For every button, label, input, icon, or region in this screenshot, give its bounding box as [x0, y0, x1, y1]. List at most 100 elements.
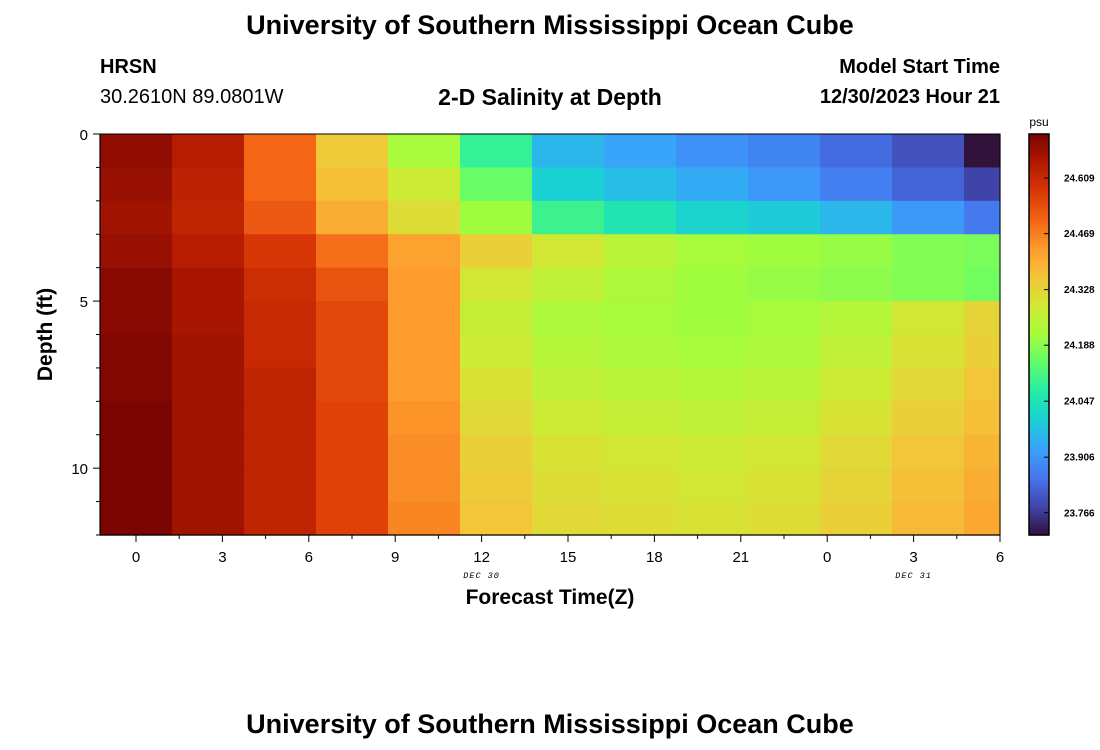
heatmap-cell — [604, 367, 677, 402]
heatmap-cell — [748, 234, 821, 269]
colorbar-segment — [1029, 160, 1049, 165]
colorbar-segment — [1029, 424, 1049, 429]
colorbar-segment — [1029, 260, 1049, 265]
colorbar-segment — [1029, 397, 1049, 402]
colorbar-tick-label: 24.469 — [1064, 229, 1095, 240]
heatmap-cell — [244, 200, 317, 235]
heatmap-cell — [172, 401, 245, 436]
heatmap-cell — [820, 134, 893, 169]
heatmap-cell — [172, 167, 245, 202]
heatmap-cell — [964, 200, 1001, 235]
heatmap-cell — [676, 200, 749, 235]
heatmap-cell — [388, 301, 461, 336]
colorbar-segment — [1029, 351, 1049, 356]
heatmap-cell — [460, 267, 533, 302]
colorbar-segment — [1029, 157, 1049, 162]
colorbar-segment — [1029, 267, 1049, 272]
colorbar-segment — [1029, 210, 1049, 215]
heatmap-cell — [964, 334, 1001, 369]
heatmap-cell — [244, 334, 317, 369]
x-tick-label: 9 — [391, 549, 399, 566]
y-tick-label: 0 — [80, 127, 88, 144]
heatmap-cell — [172, 434, 245, 469]
colorbar-segment — [1029, 301, 1049, 306]
heatmap-cell — [676, 367, 749, 402]
colorbar-segment — [1029, 481, 1049, 486]
colorbar-tick-label: 24.328 — [1064, 285, 1095, 296]
heatmap-cell — [892, 200, 965, 235]
heatmap-cell — [532, 301, 605, 336]
heatmap-cell — [172, 367, 245, 402]
colorbar-segment — [1029, 361, 1049, 366]
heatmap-cell — [964, 267, 1001, 302]
colorbar-segment — [1029, 240, 1049, 245]
heatmap-cell — [820, 334, 893, 369]
colorbar-segment — [1029, 384, 1049, 389]
heatmap-cell — [964, 501, 1001, 536]
colorbar-segment — [1029, 414, 1049, 419]
colorbar-segment — [1029, 250, 1049, 255]
colorbar-segment — [1029, 291, 1049, 295]
heatmap-cells — [100, 134, 1001, 536]
heatmap-cell — [964, 234, 1001, 269]
heatmap-cell — [964, 468, 1001, 503]
heatmap-cell — [460, 200, 533, 235]
heatmap-cell — [676, 334, 749, 369]
heatmap-cell — [892, 167, 965, 202]
x-tick-label: 18 — [646, 549, 663, 566]
y-tick-label: 10 — [71, 461, 88, 478]
date-label: DEC 30 — [463, 571, 500, 581]
colorbar-segment — [1029, 190, 1049, 195]
heatmap-cell — [244, 267, 317, 302]
colorbar-segment — [1029, 408, 1049, 412]
x-axis-title: Forecast Time(Z) — [466, 586, 635, 609]
x-tick-label: 3 — [218, 549, 226, 566]
heatmap-cell — [316, 401, 389, 436]
colorbar-segment — [1029, 518, 1049, 523]
x-tick-label: 6 — [305, 549, 313, 566]
colorbar-segment — [1029, 277, 1049, 282]
x-tick-label: 0 — [823, 549, 831, 566]
heatmap-cell — [532, 501, 605, 536]
colorbar-segment — [1029, 377, 1049, 382]
heatmap-cell — [244, 167, 317, 202]
colorbar-segment — [1029, 341, 1049, 346]
heatmap-cell — [316, 234, 389, 269]
heatmap-cell — [460, 334, 533, 369]
heatmap-cell — [244, 468, 317, 503]
colorbar-segment — [1029, 147, 1049, 152]
heatmap-cell — [748, 434, 821, 469]
colorbar-segment — [1029, 314, 1049, 319]
heatmap-cell — [820, 401, 893, 436]
heatmap-cell — [316, 134, 389, 169]
colorbar-segment — [1029, 324, 1049, 329]
colorbar-segment — [1029, 237, 1049, 242]
colorbar-segment — [1029, 471, 1049, 476]
heatmap-cell — [388, 167, 461, 202]
heatmap-cell — [892, 367, 965, 402]
heatmap-cell — [172, 200, 245, 235]
colorbar-segment — [1029, 204, 1049, 209]
heatmap-cell — [172, 334, 245, 369]
heatmap-cell — [676, 301, 749, 336]
colorbar-segment — [1029, 271, 1049, 275]
colorbar-segment — [1029, 484, 1049, 489]
heatmap-cell — [604, 134, 677, 169]
colorbar-segment — [1029, 257, 1049, 262]
colorbar-segment — [1029, 307, 1049, 312]
heatmap-cell — [532, 334, 605, 369]
colorbar-segment — [1029, 264, 1049, 269]
colorbar-segment — [1029, 334, 1049, 339]
heatmap-cell — [172, 501, 245, 536]
colorbar-segment — [1029, 418, 1049, 422]
colorbar-segment — [1029, 354, 1049, 359]
colorbar-segment — [1029, 207, 1049, 212]
colorbar-segment — [1029, 197, 1049, 202]
colorbar-tick-label: 23.906 — [1064, 453, 1095, 464]
heatmap-cell — [748, 301, 821, 336]
heatmap-cell — [388, 334, 461, 369]
heatmap-cell — [748, 267, 821, 302]
heatmap-cell — [100, 501, 173, 536]
heatmap-cell — [748, 401, 821, 436]
heatmap-cell — [964, 301, 1001, 336]
